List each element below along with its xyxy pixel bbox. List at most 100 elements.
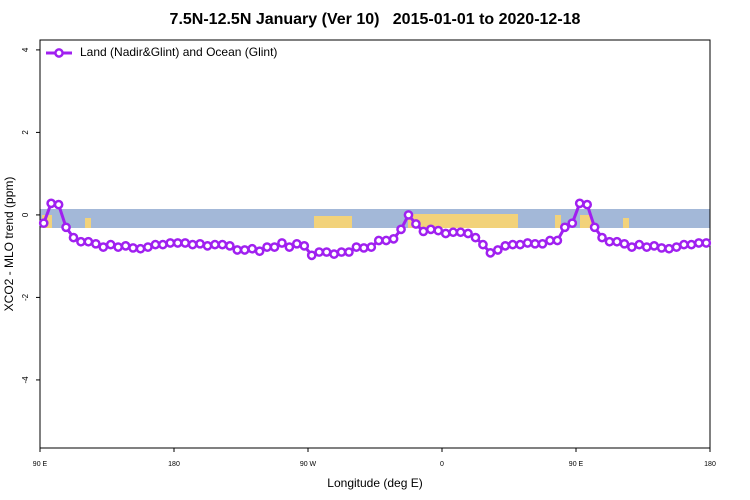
data-point (448, 227, 459, 238)
data-point (306, 250, 317, 261)
data-point (559, 222, 570, 233)
data-point (656, 243, 667, 253)
data-point (76, 236, 86, 247)
data-point (679, 239, 689, 250)
data-point (284, 242, 295, 252)
data-point (180, 238, 191, 248)
data-point (314, 247, 325, 257)
data-point (217, 239, 228, 250)
data-point (277, 238, 287, 248)
data-point (671, 242, 682, 252)
data-point (478, 239, 488, 250)
data-point (299, 241, 310, 251)
y-axis-label: XCO2 - MLO trend (ppm) (2, 177, 16, 312)
data-point (396, 224, 406, 235)
data-point (686, 239, 697, 250)
legend-label: Land (Nadir&Glint) and Ocean (Glint) (80, 45, 277, 59)
data-point (262, 242, 272, 252)
x-tick-label: 90 W (300, 461, 317, 468)
data-point (693, 238, 704, 248)
data-point (373, 235, 384, 246)
data-point (649, 241, 660, 251)
data-point (135, 243, 146, 254)
x-axis-label: Longitude (deg E) (327, 476, 422, 490)
data-point (358, 243, 369, 253)
data-point (53, 199, 64, 210)
data-point (641, 242, 652, 252)
data-point (143, 242, 153, 252)
data-point (113, 242, 124, 252)
data-point (537, 238, 548, 249)
data-point (254, 246, 265, 257)
data-point (291, 238, 302, 249)
data-point (619, 238, 630, 249)
data-point (195, 238, 205, 249)
data-point (351, 242, 362, 252)
data-point (589, 222, 600, 233)
data-point (515, 239, 526, 250)
x-tick-label: 90 E (33, 461, 48, 468)
data-point (492, 245, 503, 255)
y-tick-label: -2 (21, 293, 30, 301)
data-point (105, 239, 116, 250)
data-point (634, 239, 645, 250)
data-point (455, 227, 466, 238)
x-tick-label: 90 E (569, 461, 584, 468)
data-point (269, 242, 280, 252)
data-point (187, 239, 198, 250)
data-point (545, 235, 555, 246)
data-point (507, 239, 518, 250)
data-point (440, 228, 451, 239)
land-patches (42, 214, 629, 228)
data-point (321, 247, 332, 257)
data-point (470, 232, 481, 243)
x-tick-label: 0 (440, 461, 444, 468)
x-tick-label: 180 (704, 461, 716, 468)
data-point (120, 241, 131, 251)
data-point (425, 224, 436, 235)
data-point (232, 245, 243, 255)
data-point (172, 238, 183, 248)
data-point (98, 242, 109, 252)
data-point (701, 238, 712, 248)
data-point (411, 219, 421, 229)
data-point (247, 243, 258, 254)
data-point (388, 233, 399, 244)
data-point (366, 242, 377, 252)
data-point (612, 236, 622, 247)
data-point (604, 236, 615, 247)
data-point (329, 249, 339, 259)
data-point (210, 239, 220, 250)
y-tick-label: -4 (21, 376, 30, 384)
data-point (90, 238, 101, 249)
x-tick-label: 180 (168, 461, 180, 468)
data-point (500, 241, 511, 251)
data-point (530, 238, 540, 249)
data-point (61, 222, 71, 233)
data-point (46, 198, 57, 209)
data-point (485, 248, 496, 258)
data-point (157, 239, 168, 250)
data-point (381, 235, 392, 246)
y-tick-label: 0 (21, 212, 30, 217)
data-point (83, 236, 94, 247)
data-point (522, 238, 533, 248)
data-point (344, 247, 354, 257)
data-point (403, 210, 414, 220)
data-point (552, 235, 563, 246)
data-point (150, 239, 161, 250)
data-point (38, 218, 49, 229)
data-point (202, 241, 213, 251)
y-tick-label: 4 (21, 47, 30, 52)
data-point (574, 198, 585, 209)
data-point (224, 241, 235, 251)
data-point (128, 243, 138, 253)
y-tick-label: 2 (21, 130, 30, 135)
data-point (567, 218, 578, 229)
data-point (165, 238, 176, 248)
data-point (239, 245, 250, 255)
data-point (433, 225, 444, 236)
legend-marker (54, 48, 64, 58)
